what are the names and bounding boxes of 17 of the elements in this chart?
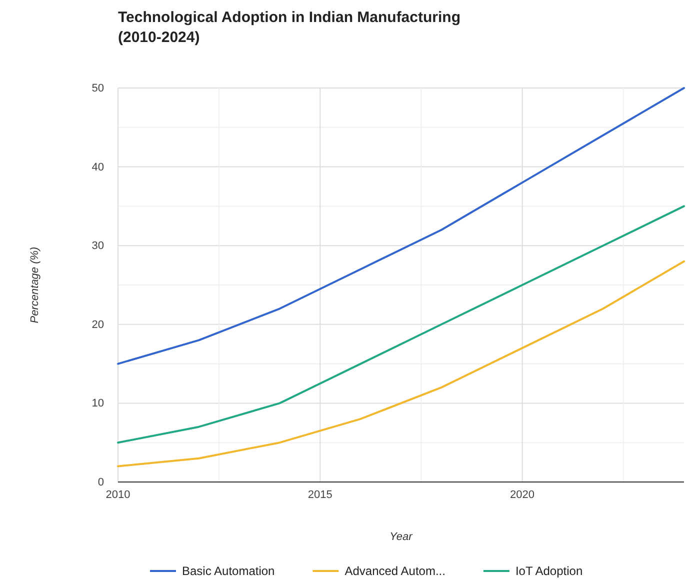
- x-axis-title: Year: [390, 531, 414, 543]
- legend-label: IoT Adoption: [515, 564, 583, 578]
- legend-label: Advanced Autom...: [344, 564, 446, 578]
- y-tick-label: 0: [98, 476, 104, 489]
- y-axis-title: Percentage (%): [29, 246, 41, 324]
- x-tick-label: 2020: [510, 488, 535, 501]
- line-series: [117, 260, 685, 468]
- y-tick-label: 10: [92, 398, 104, 410]
- y-tick-label: 30: [92, 240, 104, 252]
- legend-label: Basic Automation: [182, 564, 275, 578]
- y-tick-label: 50: [92, 82, 104, 95]
- chart-title: Technological Adoption in Indian Manufacturing (2010-2024): [118, 9, 460, 46]
- y-tick-label: 20: [92, 318, 104, 331]
- y-tick-label: 40: [92, 161, 104, 174]
- x-tick-label: 2015: [308, 488, 332, 501]
- line-series: [117, 205, 685, 444]
- x-tick-label: 2010: [106, 488, 130, 501]
